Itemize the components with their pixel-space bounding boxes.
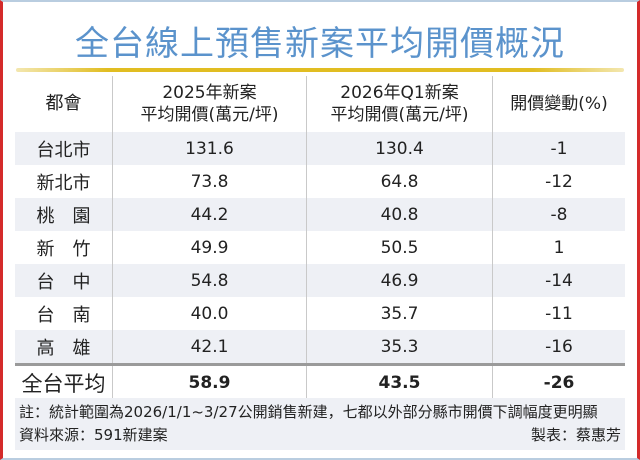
city-cell: 台 南 xyxy=(36,304,91,326)
table-row: 台 中 54.8 46.9 -14 xyxy=(15,264,625,297)
value-2026q1-cell: 43.5 xyxy=(306,363,493,400)
header-2026-line1: 2026年Q1新案 xyxy=(340,83,459,103)
header-2025-line2: 平均開價(萬元/坪) xyxy=(140,105,279,125)
table-row: 新 竹 49.9 50.5 1 xyxy=(15,231,625,264)
value-2025-cell: 58.9 xyxy=(112,363,307,400)
city-cell: 新 竹 xyxy=(36,238,91,260)
header-row: 都會 2025年新案 平均開價(萬元/坪) 2026年Q1新案 平均開價(萬元/坪)… xyxy=(15,76,625,132)
change-cell: -8 xyxy=(492,198,625,231)
value-2025-cell: 49.9 xyxy=(112,231,307,264)
city-cell: 新北市 xyxy=(36,172,91,194)
city-cell: 桃 園 xyxy=(15,198,113,231)
table-row: 高 雄 42.1 35.3 -16 xyxy=(15,330,625,365)
value-2025-cell: 42.1 xyxy=(112,330,307,365)
value-2025-cell: 131.6 xyxy=(112,132,307,165)
change-cell: -16 xyxy=(492,330,625,365)
change-cell: -14 xyxy=(492,264,625,297)
value-2026q1-cell: 35.7 xyxy=(306,297,493,330)
price-table: 都會 2025年新案 平均開價(萬元/坪) 2026年Q1新案 平均開價(萬元/坪)… xyxy=(15,76,625,400)
value-2026q1-cell: 40.8 xyxy=(306,198,493,231)
table-row: 桃 園 44.2 40.8 -8 xyxy=(15,198,625,231)
table-row: 台 南 40.0 35.7 -11 xyxy=(15,297,625,330)
header-2025: 2025年新案 平均開價(萬元/坪) xyxy=(112,76,307,132)
table-row: 新北市 73.8 64.8 -12 xyxy=(15,165,625,198)
value-2025-cell: 44.2 xyxy=(112,198,307,231)
city-cell: 全台平均 xyxy=(15,363,113,400)
value-2025-cell: 73.8 xyxy=(112,165,307,198)
change-cell: -12 xyxy=(492,165,625,198)
change-cell: -1 xyxy=(492,132,625,165)
graphic-title: 全台線上預售新案平均開價概況 xyxy=(75,24,565,64)
source-text: 資料來源：591新建案 xyxy=(19,426,168,444)
value-2026q1-cell: 50.5 xyxy=(306,231,493,264)
title-divider xyxy=(16,68,624,72)
value-2025-cell: 40.0 xyxy=(112,297,307,330)
value-2026q1-cell: 35.3 xyxy=(306,330,493,365)
header-2025-line1: 2025年新案 xyxy=(162,83,257,103)
note-text: 註：統計範圍為2026/1/1~3/27公開銷售新建，七都以外部分縣市開價下調幅… xyxy=(19,403,598,421)
city-cell: 台北市 xyxy=(15,132,113,165)
header-change: 開價變動(%) xyxy=(492,76,625,132)
change-cell: 1 xyxy=(492,231,625,264)
value-2026q1-cell: 46.9 xyxy=(306,264,493,297)
header-2026-line2: 平均開價(萬元/坪) xyxy=(330,105,469,125)
value-2025-cell: 54.8 xyxy=(112,264,307,297)
header-2026q1: 2026年Q1新案 平均開價(萬元/坪) xyxy=(306,76,493,132)
table-row: 台北市 131.6 130.4 -1 xyxy=(15,132,625,165)
value-2026q1-cell: 130.4 xyxy=(306,132,493,165)
header-city: 都會 xyxy=(45,93,82,114)
city-cell: 台 中 xyxy=(15,264,113,297)
city-cell: 高 雄 xyxy=(15,330,113,365)
value-2026q1-cell: 64.8 xyxy=(306,165,493,198)
change-cell: -26 xyxy=(492,363,625,400)
table-row: 全台平均 58.9 43.5 -26 xyxy=(15,363,625,400)
footnotes: 註：統計範圍為2026/1/1~3/27公開銷售新建，七都以外部分縣市開價下調幅… xyxy=(15,398,625,450)
author-text: 製表：蔡惠芳 xyxy=(530,426,621,444)
change-cell: -11 xyxy=(492,297,625,330)
